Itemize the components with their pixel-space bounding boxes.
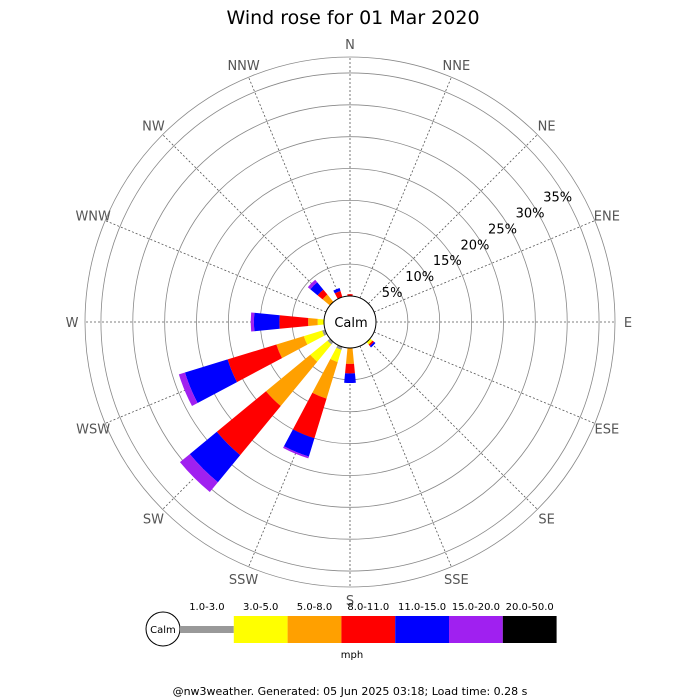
legend-unit: mph bbox=[341, 650, 363, 661]
compass-label-ese: ESE bbox=[594, 422, 619, 437]
legend-label-0: 1.0-3.0 bbox=[189, 602, 224, 613]
grid-ring bbox=[227, 199, 472, 444]
compass-label-nne: NNE bbox=[443, 59, 471, 74]
bar-s-bin-3 bbox=[345, 363, 355, 374]
legend-swatch-3 bbox=[341, 616, 396, 643]
bar-nw-bin-4 bbox=[310, 282, 324, 296]
legend-label-4: 11.0-15.0 bbox=[398, 602, 446, 613]
legend: Calm 1.0-3.0 3.0-5.0 5.0-8.0 8.0-11.0 11.0-1… bbox=[145, 602, 557, 661]
polar-grid bbox=[84, 56, 616, 588]
wind-bars bbox=[178, 279, 376, 493]
bar-w-bin-5 bbox=[250, 312, 255, 332]
bar-sw-bin-1 bbox=[310, 340, 332, 362]
compass-label-nnw: NNW bbox=[227, 59, 259, 74]
compass-label-wnw: WNW bbox=[75, 210, 111, 225]
spoke-line bbox=[373, 331, 595, 424]
legend-swatch-2 bbox=[287, 616, 342, 643]
bar-se-bin-1 bbox=[366, 338, 373, 345]
bar-w-bin-1 bbox=[317, 318, 325, 326]
compass-label-n: N bbox=[345, 38, 355, 53]
outer-ring bbox=[84, 56, 616, 588]
spoke-line bbox=[105, 220, 327, 313]
footer-text: @nw3weather. Generated: 05 Jun 2025 03:1… bbox=[173, 685, 528, 698]
grid-ring bbox=[164, 136, 536, 508]
bar-w-bin-2 bbox=[308, 317, 318, 327]
spoke-line bbox=[162, 134, 332, 304]
legend-swatch-6 bbox=[502, 616, 557, 643]
ring-labels: 5%10%15%20%25%30%35% bbox=[382, 190, 572, 301]
ring-label: 35% bbox=[543, 190, 572, 205]
bar-wsw-bin-4 bbox=[184, 359, 238, 404]
legend-swatch-4 bbox=[395, 616, 449, 643]
spoke-line bbox=[368, 134, 538, 304]
legend-swatch-0 bbox=[180, 626, 234, 633]
bar-sw-bin-5 bbox=[179, 454, 218, 493]
legend-label-6: 20.0-50.0 bbox=[506, 602, 554, 613]
compass-label-e: E bbox=[624, 316, 632, 331]
legend-label-2: 5.0-8.0 bbox=[297, 602, 332, 613]
legend-calm-label: Calm bbox=[150, 625, 176, 636]
compass-label-se: SE bbox=[538, 513, 554, 528]
compass-label-sw: SW bbox=[143, 513, 164, 528]
bar-nnw-bin-4 bbox=[333, 287, 341, 294]
bar-ssw-bin-4 bbox=[283, 429, 315, 457]
bar-ssw-bin-3 bbox=[292, 392, 327, 439]
compass-label-ne: NE bbox=[538, 119, 556, 134]
bar-nw-bin-3 bbox=[317, 289, 328, 300]
ring-label: 25% bbox=[488, 222, 517, 237]
spoke-line bbox=[359, 345, 452, 567]
bar-nw-bin-5 bbox=[307, 279, 318, 290]
spoke-line bbox=[368, 340, 538, 510]
grid-ring bbox=[196, 168, 504, 476]
compass-label-nw: NW bbox=[142, 119, 165, 134]
ring-label: 10% bbox=[405, 270, 434, 285]
legend-label-1: 3.0-5.0 bbox=[243, 602, 278, 613]
compass-label-s: S bbox=[346, 594, 354, 609]
legend-label-5: 15.0-20.0 bbox=[452, 602, 500, 613]
spoke-line bbox=[373, 220, 595, 313]
bar-w-bin-3 bbox=[279, 315, 309, 329]
compass-label-w: W bbox=[66, 316, 79, 331]
bar-wsw-bin-1 bbox=[303, 330, 325, 345]
ring-label: 20% bbox=[460, 238, 489, 253]
bar-ssw-bin-1 bbox=[330, 347, 342, 363]
ring-label: 30% bbox=[516, 206, 545, 221]
calm-circle: Calm bbox=[323, 295, 377, 349]
legend-swatch-5 bbox=[449, 616, 503, 643]
bar-ssw-bin-0 bbox=[336, 344, 343, 350]
ring-label: 15% bbox=[433, 254, 462, 269]
bar-sw-bin-3 bbox=[216, 391, 281, 456]
bar-sw-bin-0 bbox=[327, 338, 334, 345]
bar-nnw-bin-3 bbox=[334, 291, 343, 300]
calm-label: Calm bbox=[334, 316, 367, 331]
bar-sw-bin-2 bbox=[266, 354, 318, 406]
compass-label-sse: SSE bbox=[444, 573, 469, 588]
bar-s-bin-2 bbox=[345, 347, 355, 364]
bar-ssw-bin-2 bbox=[312, 359, 338, 399]
compass-label-ssw: SSW bbox=[229, 573, 259, 588]
legend-label-3: 8.0-11.0 bbox=[347, 602, 389, 613]
bar-w-bin-4 bbox=[253, 312, 280, 332]
bar-sw-bin-4 bbox=[189, 431, 241, 483]
bar-wsw-bin-0 bbox=[322, 329, 328, 336]
grid-ring bbox=[132, 104, 568, 540]
bar-wsw-bin-5 bbox=[178, 372, 198, 407]
bar-ssw-bin-5 bbox=[283, 446, 309, 459]
bar-wsw-bin-3 bbox=[227, 344, 283, 383]
bar-se-bin-4 bbox=[369, 341, 376, 348]
bar-s-bin-4 bbox=[344, 373, 356, 384]
bar-wsw-bin-2 bbox=[276, 336, 308, 359]
spoke-line bbox=[248, 77, 341, 299]
bar-se-bin-3 bbox=[368, 340, 374, 346]
compass-label-ene: ENE bbox=[594, 210, 620, 225]
compass-labels: N NNE NE ENE E ESE SE SSE S SSW SW WSW W WNW NW NNW bbox=[66, 38, 633, 609]
chart-title: Wind rose for 01 Mar 2020 bbox=[226, 7, 479, 29]
compass-label-wsw: WSW bbox=[76, 422, 110, 437]
ring-label: 5% bbox=[382, 286, 403, 301]
bar-nw-bin-2 bbox=[322, 294, 334, 306]
grid-ring bbox=[100, 72, 600, 572]
legend-swatch-1 bbox=[233, 616, 288, 643]
